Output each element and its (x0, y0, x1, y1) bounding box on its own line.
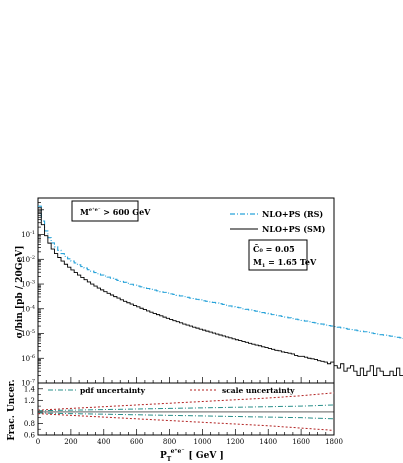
ratio-scale-upper-line (37, 392, 335, 411)
legend-scale-label: scale uncertainty (222, 386, 295, 395)
x-tick-label: 1000 (194, 438, 212, 446)
ratio-x-ticks: 0 200 400 600 800 1000 1200 1400 1600 1800 (36, 429, 343, 446)
ratio-y-tick-label: 0.6 (24, 432, 36, 440)
main-y-tick-label: 10-3 (21, 280, 35, 289)
main-y-tick-label: 10-1 (21, 230, 35, 239)
legend-pdf-label: pdf uncertainty (80, 386, 146, 395)
ratio-y-tick-label: 1.4 (24, 385, 36, 393)
param-box-line2: M1 = 1.65 TeV (253, 257, 317, 269)
x-tick-label: 200 (64, 438, 77, 446)
ratio-y-tick-label: 1 (31, 408, 35, 416)
main-y-tick-label: 10-2 (21, 255, 35, 264)
ratio-scale-lower-line (37, 413, 335, 431)
x-tick-label: 1200 (226, 438, 244, 446)
ratio-y-tick-label: 0.8 (24, 420, 35, 428)
main-series-group (38, 205, 403, 376)
main-series-sm-line (38, 207, 403, 376)
x-tick-label: 800 (163, 438, 176, 446)
cut-box (71, 200, 139, 222)
ratio-y-axis-title: Frac. Uncer. (7, 379, 17, 440)
main-y-tick-label: 10-7 (21, 379, 35, 388)
param-box (248, 239, 308, 271)
main-y-ticks: 10-7 10-6 10-5 10-4 10-3 10-2 10-1 (21, 197, 44, 388)
ratio-y-tick-label: 1.2 (24, 397, 35, 405)
ratio-y-ticks: 0.6 0.8 1 1.2 1.4 (24, 382, 43, 440)
legend-rs-label: NLO+PS (RS) (262, 209, 323, 219)
main-series-rs-line (38, 205, 403, 340)
main-y-tick-label: 10-5 (21, 329, 35, 338)
x-tick-label: 600 (130, 438, 143, 446)
cut-box-text: Me⁺e⁻ > 600 GeV (80, 207, 151, 217)
x-axis-title: PTe⁺e⁻[ GeV ] (160, 448, 224, 463)
x-tick-label: 0 (36, 438, 40, 446)
main-y-tick-label: 10-6 (21, 354, 35, 363)
main-x-ticks (37, 377, 335, 383)
legend-sm-label: NLO+PS (SM) (262, 224, 326, 234)
x-tick-label: 400 (97, 438, 110, 446)
main-y-axis-title: σ/bin [pb / 20GeV] (15, 246, 25, 339)
ratio-series-group (37, 392, 335, 431)
x-tick-label: 1600 (292, 438, 310, 446)
param-box-line1: C̄₀ = 0.05 (253, 244, 295, 254)
main-y-tick-label: 10-4 (21, 304, 35, 313)
x-tick-label: 1400 (259, 438, 277, 446)
x-tick-label: 1800 (325, 438, 343, 446)
